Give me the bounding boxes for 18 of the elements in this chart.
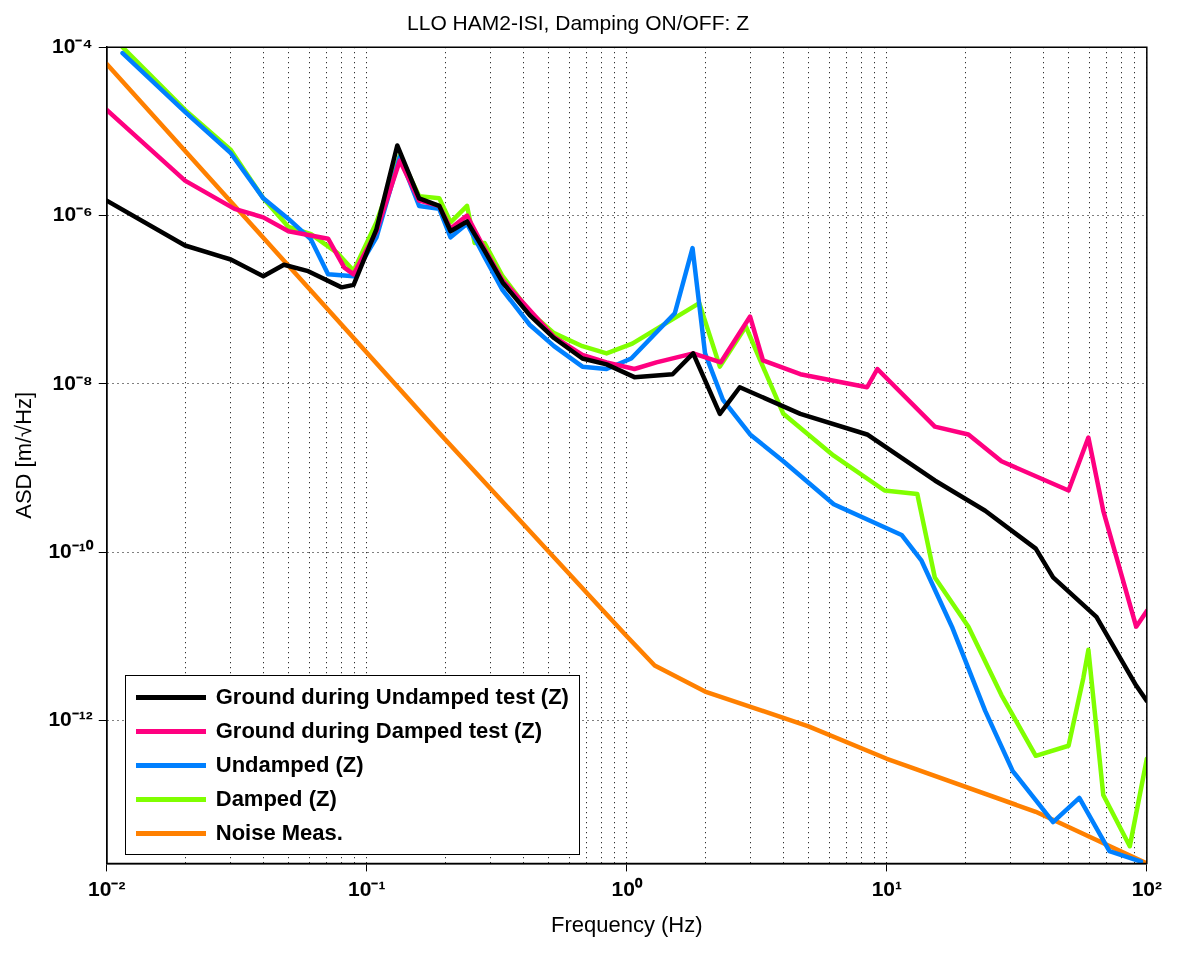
x-tick-label: 10⁰ [611, 876, 643, 900]
y-tick-label: 10⁻⁶ [52, 202, 93, 226]
y-axis-title: ASD [m/√Hz] [11, 391, 37, 519]
y-tick-label: 10⁻⁴ [52, 34, 93, 57]
x-tick-label: 10² [1131, 876, 1162, 900]
x-tick-label: 10¹ [871, 876, 902, 900]
legend-label: Noise Meas. [215, 820, 343, 847]
legend-label: Ground during Undamped test (Z) [215, 684, 569, 711]
x-tick-label: 10⁻² [88, 876, 126, 900]
legend-label: Ground during Damped test (Z) [215, 718, 543, 745]
x-tick-label: 10⁻¹ [348, 876, 386, 900]
x-axis-title: Frequency (Hz) [550, 911, 703, 937]
legend-label: Undamped (Z) [215, 752, 364, 779]
y-tick-label: 10⁻¹⁰ [48, 538, 94, 562]
y-tick-label: 10⁻⁸ [52, 370, 93, 394]
chart-title: LLO HAM2-ISI, Damping ON/OFF: Z [407, 11, 750, 35]
legend-label: Damped (Z) [215, 786, 337, 813]
y-tick-label: 10⁻¹² [48, 707, 93, 731]
